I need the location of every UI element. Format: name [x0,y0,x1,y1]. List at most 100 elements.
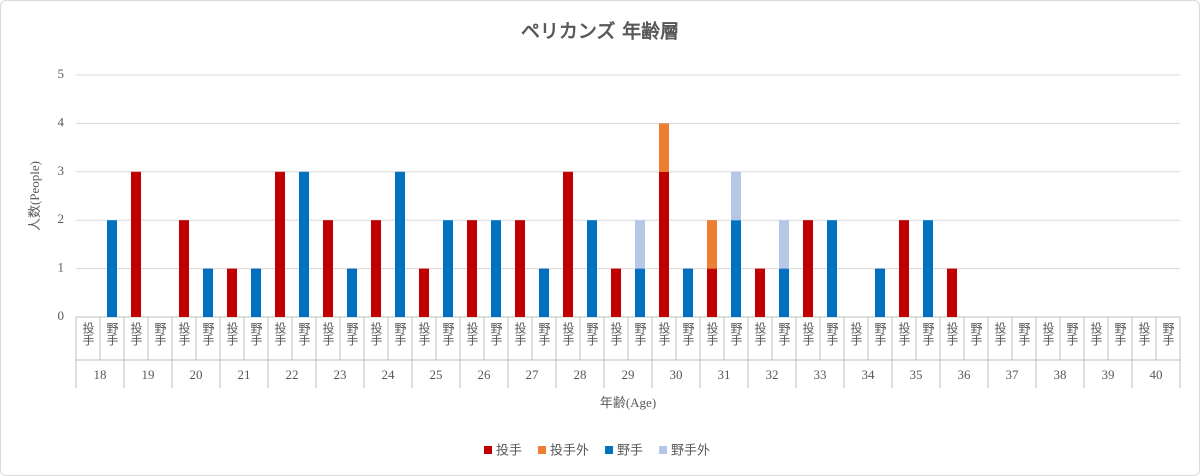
bar-segment [707,268,717,317]
y-axis-label: 人数(People) [27,161,42,231]
x-subcategory-label: 野手 [201,322,215,346]
x-subcategory-label: 野手 [441,322,455,346]
x-tick-label: 39 [1102,367,1115,382]
legend-swatch [538,446,547,454]
x-tick-label: 25 [430,367,443,382]
legend-swatch [659,446,668,454]
x-tick-label: 21 [238,367,251,382]
x-axis-label: 年齢(Age) [600,395,656,410]
bar-segment [779,220,789,269]
bar-segment [659,123,669,172]
bar-segment [467,220,477,317]
x-tick-label: 37 [1006,367,1020,382]
x-subcategory-label: 野手 [1113,322,1127,346]
bar-segment [347,268,357,317]
bar-segment [323,220,333,317]
x-subcategory-label: 野手 [969,322,983,346]
x-subcategory-label: 投手 [417,321,431,346]
bar-segment [563,171,573,317]
x-subcategory-label: 野手 [249,322,263,346]
x-subcategory-label: 投手 [465,321,479,346]
x-subcategory-label: 野手 [873,322,887,346]
bar-segment [947,268,957,317]
x-subcategory-label: 野手 [921,322,935,346]
x-tick-label: 35 [910,367,923,382]
legend-label: 投手外 [550,443,589,459]
x-tick-label: 28 [574,367,587,382]
x-subcategory-label: 野手 [537,322,551,346]
bar-segment [587,220,597,317]
x-tick-label: 38 [1054,367,1067,382]
chart-title: ペリカンズ 年齢層 [521,20,679,43]
x-subcategory-label: 野手 [153,322,167,346]
y-tick-label: 3 [58,163,65,178]
legend-swatch [484,446,492,454]
x-subcategory-label: 野手 [1161,322,1175,346]
legend-label: 野手外 [671,444,710,459]
bar-segment [395,171,405,317]
x-subcategory-label: 投手 [1137,321,1151,346]
bar-segment [659,171,669,317]
x-subcategory-label: 野手 [681,322,695,346]
x-tick-label: 22 [286,367,299,382]
bar-segment [611,268,621,317]
x-subcategory-label: 野手 [297,322,311,346]
bar-segment [515,220,525,317]
x-tick-label: 18 [94,367,107,382]
x-subcategory-label: 投手 [561,321,575,346]
x-subcategory-label: 投手 [177,321,191,346]
legend-swatch [605,446,614,454]
x-subcategory-label: 投手 [801,321,815,346]
x-subcategory-label: 野手 [393,322,407,346]
x-subcategory-label: 野手 [729,322,743,346]
bar-segment [635,220,645,269]
x-subcategory-label: 野手 [585,322,599,346]
y-tick-label: 4 [58,114,65,129]
bar-segment [419,268,429,317]
bar-segment [251,268,261,317]
x-tick-label: 30 [670,367,683,382]
x-subcategory-label: 野手 [1065,322,1079,346]
bar-segment [539,268,549,317]
x-subcategory-label: 野手 [633,322,647,346]
bar-segment [731,171,741,221]
x-subcategory-label: 投手 [849,321,863,346]
bar-segment [683,268,693,317]
y-tick-label: 1 [58,260,65,275]
x-tick-label: 27 [526,367,540,382]
x-tick-label: 20 [190,367,203,382]
x-subcategory-label: 投手 [609,321,623,346]
bar-segment [491,220,501,317]
x-subcategory-label: 投手 [993,321,1007,346]
bar-segment [779,268,789,317]
bar-segment [755,268,765,317]
y-tick-label: 2 [58,211,65,226]
x-subcategory-label: 野手 [1017,322,1031,346]
bar-segment [803,220,813,317]
x-subcategory-label: 野手 [489,322,503,346]
x-tick-label: 23 [334,367,347,382]
bar-segment [875,268,885,317]
bar-segment [107,220,117,317]
x-subcategory-label: 投手 [1089,321,1103,346]
x-tick-label: 33 [814,367,827,382]
bar-segment [299,171,309,317]
legend-label: 投手 [496,443,522,459]
x-subcategory-label: 投手 [513,321,527,346]
x-subcategory-label: 野手 [345,322,359,346]
bar-segment [203,268,213,317]
y-tick-label: 5 [58,66,65,81]
x-subcategory-label: 投手 [897,321,911,346]
x-subcategory-label: 野手 [105,322,119,346]
x-subcategory-label: 投手 [369,321,383,346]
bar-segment [131,171,141,317]
x-tick-label: 29 [622,367,635,382]
x-subcategory-label: 投手 [129,321,143,346]
x-tick-label: 34 [862,367,876,382]
x-tick-label: 32 [766,367,779,382]
x-tick-label: 31 [718,367,731,382]
x-subcategory-label: 投手 [705,321,719,346]
bar-segment [371,220,381,317]
x-subcategory-label: 投手 [273,321,287,346]
